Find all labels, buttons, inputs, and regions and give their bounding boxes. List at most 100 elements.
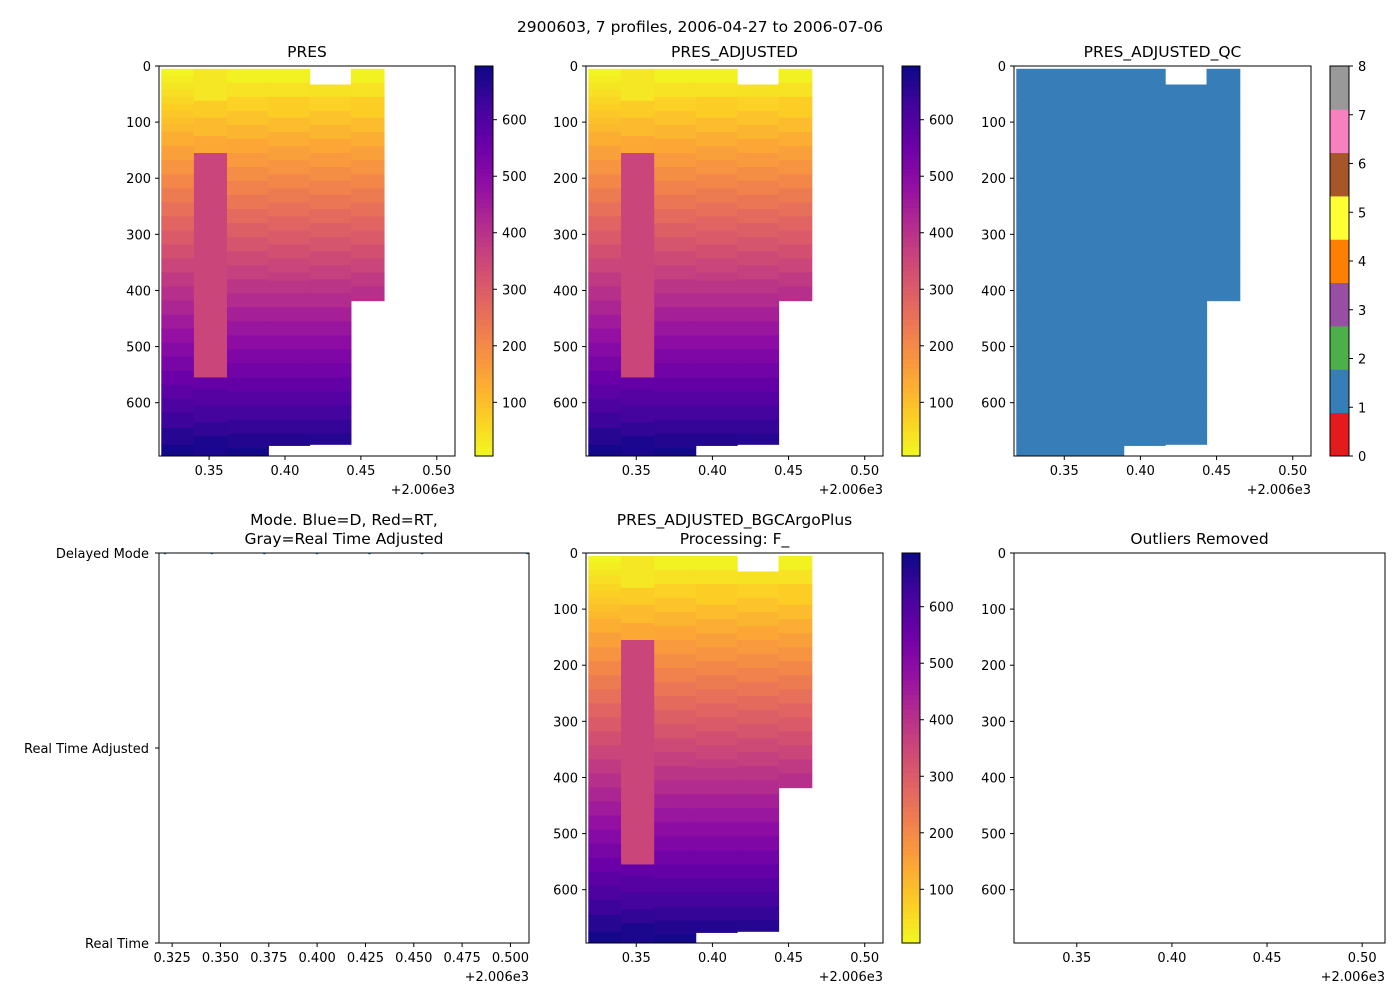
heatmap-cell — [737, 84, 780, 98]
colorbar-segment — [475, 75, 493, 82]
colorbar-segment — [475, 382, 493, 389]
colorbar-segment — [902, 660, 920, 666]
heatmap-cell — [695, 583, 738, 606]
heatmap-cell — [621, 909, 655, 924]
y-tick-label: 0 — [143, 60, 151, 75]
heatmap-cell — [1206, 82, 1241, 98]
heatmap-cell — [161, 356, 195, 372]
heatmap-cell — [654, 391, 697, 407]
colorbar-segment — [475, 265, 493, 272]
heatmap-cell — [268, 244, 311, 260]
heatmap-cell — [737, 195, 780, 210]
colorbar-segment — [902, 217, 920, 223]
heatmap-cell — [350, 188, 385, 203]
heatmap-cell — [1165, 391, 1208, 407]
colorbar-segment — [902, 884, 920, 890]
colorbar-segment — [475, 300, 493, 306]
heatmap-cell — [1082, 251, 1125, 266]
heatmap-cell — [588, 117, 622, 125]
heatmap-cell — [268, 433, 311, 446]
heatmap-cell — [695, 202, 738, 217]
heatmap-cell — [588, 110, 622, 119]
colorbar-segment — [902, 124, 920, 130]
colorbar-segment — [475, 353, 493, 360]
heatmap-cell — [268, 405, 311, 421]
colorbar-segment — [902, 304, 920, 311]
colorbar-segment — [475, 217, 493, 223]
heatmap-cell — [737, 138, 780, 154]
heatmap-cell — [268, 307, 311, 322]
heatmap-cell — [778, 661, 813, 676]
colorbar-segment — [902, 665, 920, 671]
heatmap-cell — [654, 808, 697, 823]
colorbar-segment — [475, 124, 493, 130]
heatmap-cell — [1123, 363, 1166, 379]
x-tick-label: 0.500 — [492, 951, 529, 966]
colorbar-segment — [475, 348, 493, 355]
heatmap-cell — [621, 864, 655, 877]
x-offset-label: +2.006e3 — [465, 970, 529, 985]
colorbar-segment — [902, 324, 920, 330]
heatmap-cell — [778, 188, 813, 203]
colorbar-segment — [902, 830, 920, 837]
heatmap-cell — [695, 759, 738, 769]
heatmap-cell — [654, 293, 697, 308]
colorbar-segment — [475, 148, 493, 155]
heatmap-cell — [654, 237, 697, 252]
colorbar-tick-label: 400 — [929, 714, 954, 729]
colorbar-segment — [902, 596, 920, 603]
heatmap-cell — [309, 433, 352, 445]
heatmap-cell — [161, 444, 195, 456]
colorbar-segment — [902, 918, 920, 925]
heatmap-cell — [309, 84, 352, 98]
heatmap-cell — [737, 293, 780, 308]
heatmap-cell — [268, 377, 311, 393]
heatmap-cell — [654, 307, 697, 322]
heatmap-cell — [1165, 293, 1208, 308]
heatmap-cell — [1206, 230, 1241, 246]
colorbar-segment — [902, 226, 920, 233]
heatmap-cell — [1016, 89, 1050, 98]
heatmap-cell — [1016, 384, 1050, 400]
colorbar-segment — [902, 314, 920, 321]
subplot-outliers: 0.35 0.40 0.45 0.50 +2.006e3 0 100 200 300 400 500… — [981, 530, 1386, 985]
heatmap-cell — [309, 349, 352, 365]
heatmap-cell — [1016, 370, 1050, 386]
colorbar-tick-label: 3 — [1358, 304, 1366, 319]
colorbar-segment — [902, 309, 920, 316]
heatmap-cell — [268, 280, 311, 294]
colorbar-segment — [902, 90, 920, 96]
heatmap-cells — [1016, 68, 1241, 456]
y-tick-label: 0 — [998, 547, 1006, 562]
heatmap-cell — [737, 836, 780, 852]
heatmap-cell — [1082, 335, 1125, 350]
x-tick-label: 0.375 — [250, 951, 287, 966]
colorbar-segment — [902, 148, 920, 155]
heatmap-cell — [695, 68, 738, 84]
heatmap-cell — [737, 780, 780, 795]
heatmap-cell — [654, 96, 697, 112]
heatmap-cell — [161, 230, 195, 246]
colorbar-segment — [902, 752, 920, 759]
heatmap-cell — [1123, 216, 1166, 232]
heatmap-cell — [1165, 335, 1208, 350]
heatmap-cell — [1016, 216, 1050, 232]
heatmap-cell — [1016, 314, 1050, 330]
heatmap-cell — [161, 96, 195, 105]
qc-colorbar-segment — [1330, 369, 1349, 414]
heatmap-cell — [1049, 405, 1083, 423]
colorbar-segment — [902, 222, 920, 228]
heatmap-cell — [1165, 419, 1208, 435]
colorbar-segment — [902, 606, 920, 613]
heatmap-cell — [1082, 82, 1125, 98]
heatmap-cell — [309, 321, 352, 336]
heatmap-cell — [1016, 427, 1050, 446]
colorbar-tick-label: 1 — [1358, 401, 1366, 416]
heatmap-cell — [1206, 244, 1241, 260]
heatmap-cell — [350, 286, 385, 302]
colorbar-segment — [902, 616, 920, 622]
colorbar-segment — [902, 119, 920, 126]
heatmap-cell — [227, 68, 269, 84]
heatmap-cell — [621, 587, 655, 606]
colorbar-segment — [902, 382, 920, 389]
